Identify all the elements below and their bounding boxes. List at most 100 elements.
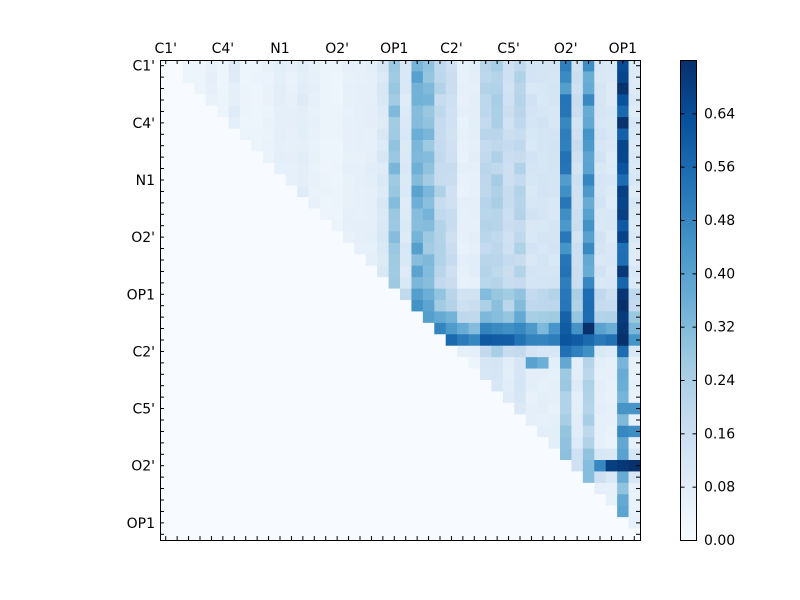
heatmap-cell	[502, 162, 515, 175]
heatmap-cell	[365, 105, 378, 118]
heatmap-cell	[308, 162, 321, 175]
heatmap-cell	[617, 528, 629, 541]
heatmap-cell	[274, 517, 287, 529]
heatmap-cell	[251, 105, 264, 118]
heatmap-cell	[491, 105, 504, 118]
heatmap-cell	[411, 368, 424, 381]
heatmap-cell	[308, 94, 321, 107]
heatmap-cell	[285, 380, 298, 392]
heatmap-cell	[251, 162, 264, 175]
heatmap-cell	[560, 254, 572, 267]
heatmap-cell	[308, 494, 321, 507]
heatmap-cell	[422, 437, 435, 449]
heatmap-cell	[331, 197, 344, 209]
heatmap-cell	[400, 345, 412, 358]
heatmap-cell	[617, 448, 629, 461]
heatmap-cell	[571, 402, 584, 415]
heatmap-cell	[342, 288, 355, 301]
heatmap-cell	[468, 391, 481, 404]
heatmap-cell	[617, 197, 629, 209]
heatmap-cell	[502, 140, 515, 152]
heatmap-cell	[194, 265, 207, 278]
heatmap-cell	[240, 391, 252, 404]
heatmap-cell	[274, 197, 287, 209]
heatmap-cell	[354, 140, 367, 152]
heatmap-cell	[594, 82, 607, 95]
heatmap-cell	[160, 82, 172, 95]
heatmap-cell	[525, 94, 538, 107]
heatmap-cell	[194, 368, 207, 381]
heatmap-cell	[445, 208, 458, 221]
heatmap-cell	[582, 322, 595, 335]
heatmap-cell	[525, 322, 538, 335]
heatmap-cell	[434, 494, 447, 507]
heatmap-cell	[240, 220, 252, 232]
heatmap-cell	[262, 460, 275, 472]
heatmap-cell	[628, 174, 641, 187]
heatmap-cell	[297, 162, 309, 175]
heatmap-cell	[354, 197, 367, 209]
heatmap-cell	[217, 162, 229, 175]
heatmap-cell	[377, 277, 389, 289]
heatmap-cell	[628, 528, 641, 541]
heatmap-cell	[240, 185, 252, 198]
heatmap-cell	[457, 220, 469, 232]
colorbar	[680, 60, 697, 541]
heatmap-cell	[251, 197, 264, 209]
heatmap-cell	[388, 494, 401, 507]
heatmap-cell	[548, 368, 561, 381]
heatmap-cell	[331, 334, 344, 347]
heatmap-cell	[502, 300, 515, 312]
heatmap-cell	[262, 482, 275, 495]
heatmap-cell	[262, 140, 275, 152]
heatmap-cell	[205, 517, 218, 529]
heatmap-cell	[582, 151, 595, 164]
heatmap-cell	[445, 254, 458, 267]
heatmap-cell	[445, 151, 458, 164]
heatmap-cell	[160, 185, 172, 198]
heatmap-cell	[605, 505, 618, 518]
heatmap-cell	[582, 220, 595, 232]
heatmap-cell	[617, 460, 629, 472]
heatmap-cell	[502, 517, 515, 529]
heatmap-cell	[182, 528, 195, 541]
heatmap-cell	[194, 300, 207, 312]
heatmap-cell	[491, 322, 504, 335]
heatmap-cell	[240, 174, 252, 187]
heatmap-cell	[308, 185, 321, 198]
heatmap-cell	[548, 82, 561, 95]
heatmap-cell	[537, 242, 549, 255]
heatmap-cell	[342, 322, 355, 335]
heatmap-cell	[308, 254, 321, 267]
heatmap-cell	[194, 402, 207, 415]
heatmap-cell	[502, 414, 515, 427]
heatmap-cell	[251, 60, 264, 72]
heatmap-cell	[560, 265, 572, 278]
heatmap-cell	[560, 437, 572, 449]
heatmap-cell	[560, 105, 572, 118]
heatmap-cell	[365, 208, 378, 221]
heatmap-cell	[457, 482, 469, 495]
heatmap-cell	[365, 254, 378, 267]
heatmap-cell	[274, 265, 287, 278]
heatmap-cell	[228, 117, 241, 129]
heatmap-cell	[377, 185, 389, 198]
heatmap-cell	[617, 494, 629, 507]
heatmap-cell	[205, 220, 218, 232]
heatmap-cell	[217, 517, 229, 529]
heatmap-cell	[605, 94, 618, 107]
heatmap-cell	[594, 460, 607, 472]
heatmap-cell	[582, 391, 595, 404]
heatmap-cell	[605, 231, 618, 244]
heatmap-cell	[228, 71, 241, 84]
heatmap-cell	[228, 391, 241, 404]
heatmap-cell	[205, 231, 218, 244]
heatmap-cell	[388, 380, 401, 392]
heatmap-cell	[491, 82, 504, 95]
heatmap-cell	[308, 505, 321, 518]
heatmap-cell	[480, 208, 492, 221]
heatmap-cell	[182, 425, 195, 438]
heatmap-cell	[525, 105, 538, 118]
heatmap-cell	[548, 140, 561, 152]
heatmap-cell	[480, 288, 492, 301]
